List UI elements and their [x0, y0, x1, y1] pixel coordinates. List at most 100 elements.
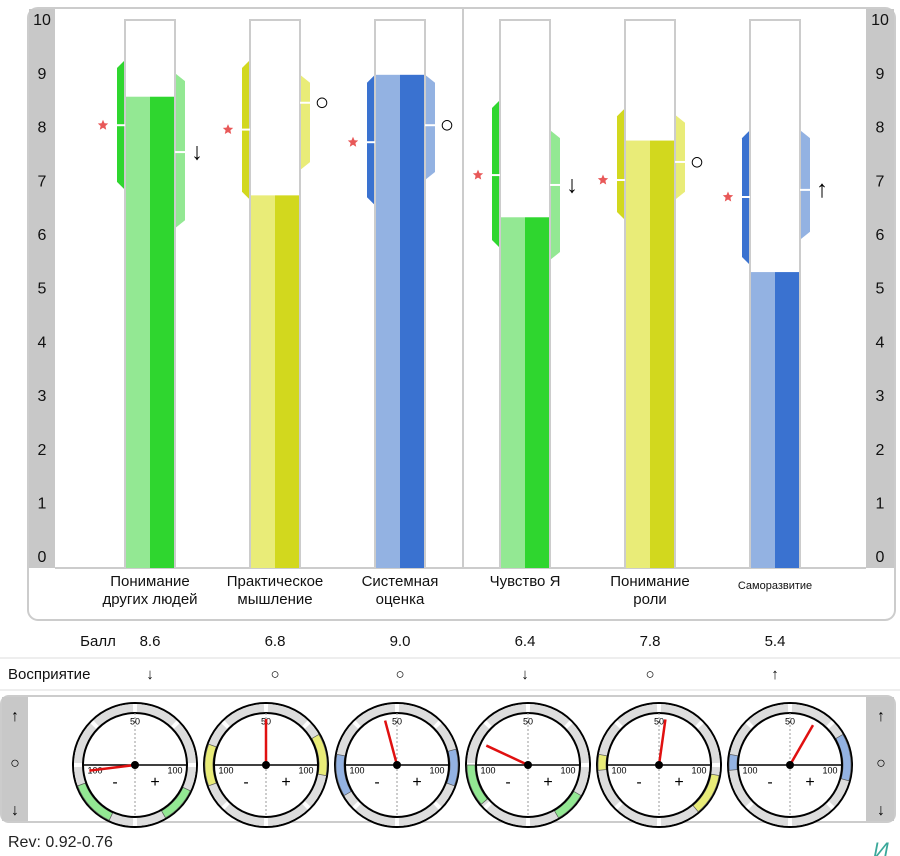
- gauge-ring-gap: [525, 704, 531, 713]
- perception-symbol: ↓: [146, 666, 154, 683]
- perception-symbol: ○: [395, 666, 404, 683]
- y-tick-label: 3: [876, 388, 885, 405]
- gauge-needle: [89, 763, 136, 772]
- gauge-label: 50: [654, 716, 664, 726]
- bar-light: [251, 195, 275, 569]
- bar-light: [126, 96, 150, 568]
- gauge-ring-gap: [263, 704, 269, 713]
- category-label: Системная оценка: [361, 573, 439, 608]
- range-band: [550, 130, 560, 261]
- category-label: Понимание других людей: [102, 573, 198, 608]
- gauge-label: +: [412, 774, 421, 791]
- perception-marker: ↓: [191, 138, 203, 165]
- y-tick-label: 7: [876, 173, 885, 190]
- y-tick-label: 1: [876, 496, 885, 513]
- corner-mark: И: [873, 838, 889, 856]
- gauge-label: 50: [523, 716, 533, 726]
- revision: Rev: 0.92-0.76: [8, 834, 113, 851]
- score-value: 7.8: [640, 633, 661, 650]
- bar-light: [751, 272, 775, 568]
- y-tick-label: 4: [38, 334, 47, 351]
- gauge-ring-gap: [394, 817, 400, 826]
- side-symbol: ↓: [11, 802, 19, 819]
- gauge-label: 100: [560, 765, 575, 775]
- y-tick-label: 10: [33, 12, 51, 29]
- gauge-ring-gap: [352, 720, 361, 729]
- perception-symbol: ↑: [771, 666, 779, 683]
- gauge-ring-gap: [132, 704, 138, 713]
- self-star: [472, 169, 484, 180]
- gauge-label: 100: [218, 765, 233, 775]
- gauge-ring-gap: [394, 704, 400, 713]
- gauge-ring-gap: [711, 762, 720, 768]
- gauge-ring-gap: [187, 762, 196, 768]
- gauge-label: 100: [742, 765, 757, 775]
- left-axis-band: [29, 9, 55, 568]
- gauge-label: 50: [785, 716, 795, 726]
- score-value: 8.6: [140, 633, 161, 650]
- gauge-label: +: [150, 774, 159, 791]
- range-band: [367, 74, 375, 206]
- bar-dark: [775, 272, 799, 568]
- self-star: [222, 124, 234, 134]
- score-value: 6.4: [515, 633, 536, 650]
- perception-marker: ○: [440, 112, 455, 139]
- gauge-label: 100: [611, 765, 626, 775]
- gauge-label: -: [636, 774, 641, 791]
- perception-label: Восприятие: [8, 666, 90, 683]
- side-symbol: ○: [10, 755, 20, 772]
- gauge-ring-gap: [695, 720, 704, 729]
- score-value: 6.8: [265, 633, 286, 650]
- gauge-ring-gap: [171, 720, 180, 729]
- gauge-label: 100: [429, 765, 444, 775]
- gauge-needle: [383, 720, 399, 766]
- y-tick-label: 1: [38, 496, 47, 513]
- gauge-ring-gap: [352, 801, 361, 810]
- gauge-label: 100: [298, 765, 313, 775]
- range-band: [425, 74, 435, 181]
- gauge-ring-gap: [263, 817, 269, 826]
- gauge-label: -: [767, 774, 772, 791]
- gauge-ring-gap: [614, 720, 623, 729]
- gauge-needle: [788, 724, 815, 766]
- perception-symbol: ○: [645, 666, 654, 683]
- gauge-hub: [524, 761, 532, 769]
- gauge-needle: [657, 719, 667, 766]
- side-symbol: ↑: [877, 708, 885, 725]
- y-tick-label: 0: [876, 549, 885, 566]
- gauge-label: +: [674, 774, 683, 791]
- y-tick-label: 2: [38, 442, 47, 459]
- gauge-ring-gap: [302, 801, 311, 810]
- gauge-label: -: [112, 774, 117, 791]
- perception-symbol: ○: [270, 666, 279, 683]
- gauge-ring-gap: [787, 704, 793, 713]
- y-tick-label: 6: [876, 227, 885, 244]
- gauge-ring-gap: [614, 801, 623, 810]
- right-axis-band: [866, 9, 894, 568]
- gauge-ring-gap: [745, 720, 754, 729]
- range-band: [800, 130, 810, 240]
- bar-dark: [400, 74, 424, 569]
- y-tick-label: 9: [876, 66, 885, 83]
- gauge-ring-gap: [564, 720, 573, 729]
- gauge-ring-gap: [745, 801, 754, 810]
- gauge-label: +: [281, 774, 290, 791]
- category-label: Практическое мышление: [226, 573, 324, 608]
- gauge-ring-gap: [132, 817, 138, 826]
- self-star: [347, 136, 359, 147]
- gauge-ring-gap: [826, 720, 835, 729]
- bar-dark: [150, 96, 174, 568]
- gauge-label: -: [374, 774, 379, 791]
- gauge-ring-gap: [302, 720, 311, 729]
- gauge-hub: [655, 761, 663, 769]
- gauge-ring-gap: [483, 801, 492, 810]
- bar-dark: [525, 217, 549, 568]
- gauge-label: -: [243, 774, 248, 791]
- bar-light: [501, 217, 525, 568]
- category-label: Понимание роли: [610, 573, 690, 608]
- range-band: [492, 100, 500, 248]
- gauge-ring-gap: [433, 720, 442, 729]
- gauge-ring-gap: [787, 817, 793, 826]
- gauge-ring-gap: [656, 817, 662, 826]
